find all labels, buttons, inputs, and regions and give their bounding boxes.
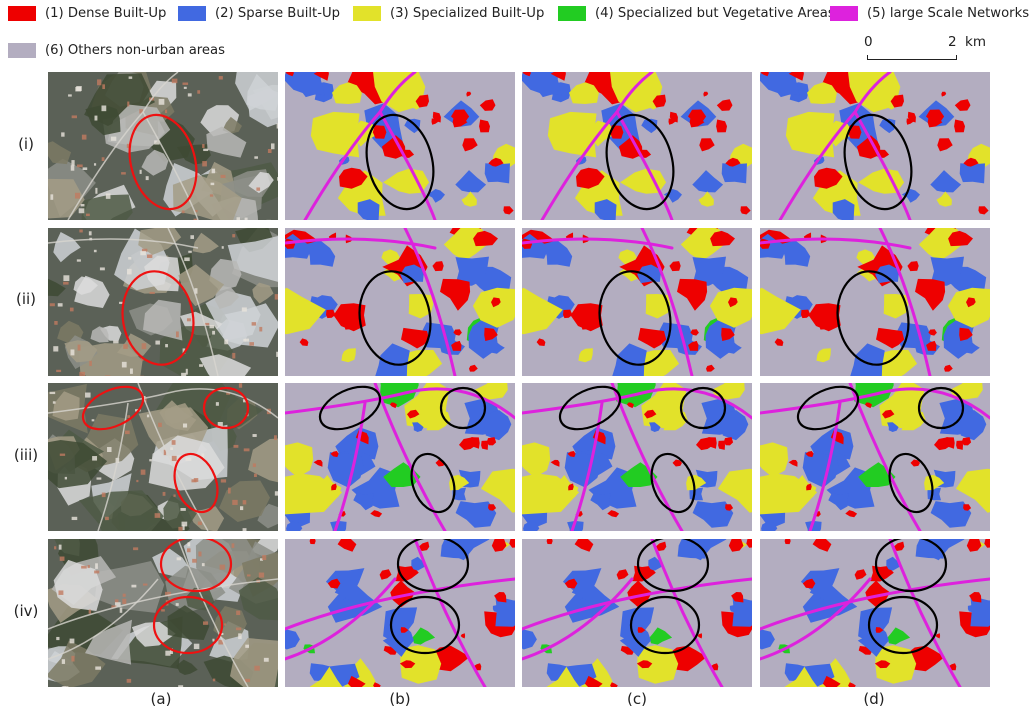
column-label-b: (b) (389, 690, 411, 708)
legend-swatch-sparse (178, 6, 206, 21)
legend-swatch-networks (830, 6, 858, 21)
scale-bar: 0 2 km (860, 34, 986, 66)
legend-label: (6) Others non-urban areas (45, 43, 225, 58)
legend: (1) Dense Built-Up (2) Sparse Built-Up (… (8, 6, 1033, 66)
column-label-d: (d) (863, 690, 885, 708)
legend-swatch-non-urban (8, 43, 36, 58)
row-label-i: (i) (18, 135, 34, 153)
legend-label: (2) Sparse Built-Up (215, 6, 340, 21)
legend-swatch-specialized (353, 6, 381, 21)
scale-start: 0 (864, 34, 873, 50)
column-label-a: (a) (150, 690, 172, 708)
land-use-map (522, 383, 752, 531)
row-label-iii: (iii) (13, 446, 39, 464)
legend-item-vegetative: (4) Specialized but Vegetative Areas (558, 6, 835, 21)
land-use-map (760, 228, 990, 376)
land-use-map (522, 72, 752, 220)
scale-end: 2 (948, 34, 957, 50)
scale-tick (956, 55, 957, 60)
legend-label: (1) Dense Built-Up (45, 6, 167, 21)
legend-label: (4) Specialized but Vegetative Areas (595, 6, 835, 21)
legend-item-sparse-built-up: (2) Sparse Built-Up (178, 6, 340, 21)
land-use-map (760, 72, 990, 220)
legend-swatch-dense (8, 6, 36, 21)
legend-item-dense-built-up: (1) Dense Built-Up (8, 6, 166, 21)
land-use-map (760, 383, 990, 531)
scale-unit: km (965, 34, 986, 50)
row-label-iv: (iv) (13, 602, 39, 620)
land-use-map (760, 539, 990, 687)
satellite-image (48, 383, 278, 531)
legend-item-specialized-built-up: (3) Specialized Built-Up (353, 6, 544, 21)
satellite-image (48, 72, 278, 220)
legend-swatch-vegetative (558, 6, 586, 21)
legend-label: (3) Specialized Built-Up (390, 6, 545, 21)
legend-label: (5) large Scale Networks (867, 6, 1030, 21)
legend-item-non-urban: (6) Others non-urban areas (8, 43, 225, 58)
scale-line (867, 59, 957, 60)
satellite-image (48, 228, 278, 376)
land-use-map (522, 539, 752, 687)
land-use-map (522, 228, 752, 376)
land-use-map (285, 539, 515, 687)
legend-item-networks: (5) large Scale Networks (830, 6, 1029, 21)
scale-tick (867, 55, 868, 60)
row-label-ii: (ii) (15, 290, 37, 308)
land-use-map (285, 228, 515, 376)
land-use-map (285, 72, 515, 220)
satellite-image (48, 539, 278, 687)
column-label-c: (c) (627, 690, 647, 708)
land-use-map (285, 383, 515, 531)
